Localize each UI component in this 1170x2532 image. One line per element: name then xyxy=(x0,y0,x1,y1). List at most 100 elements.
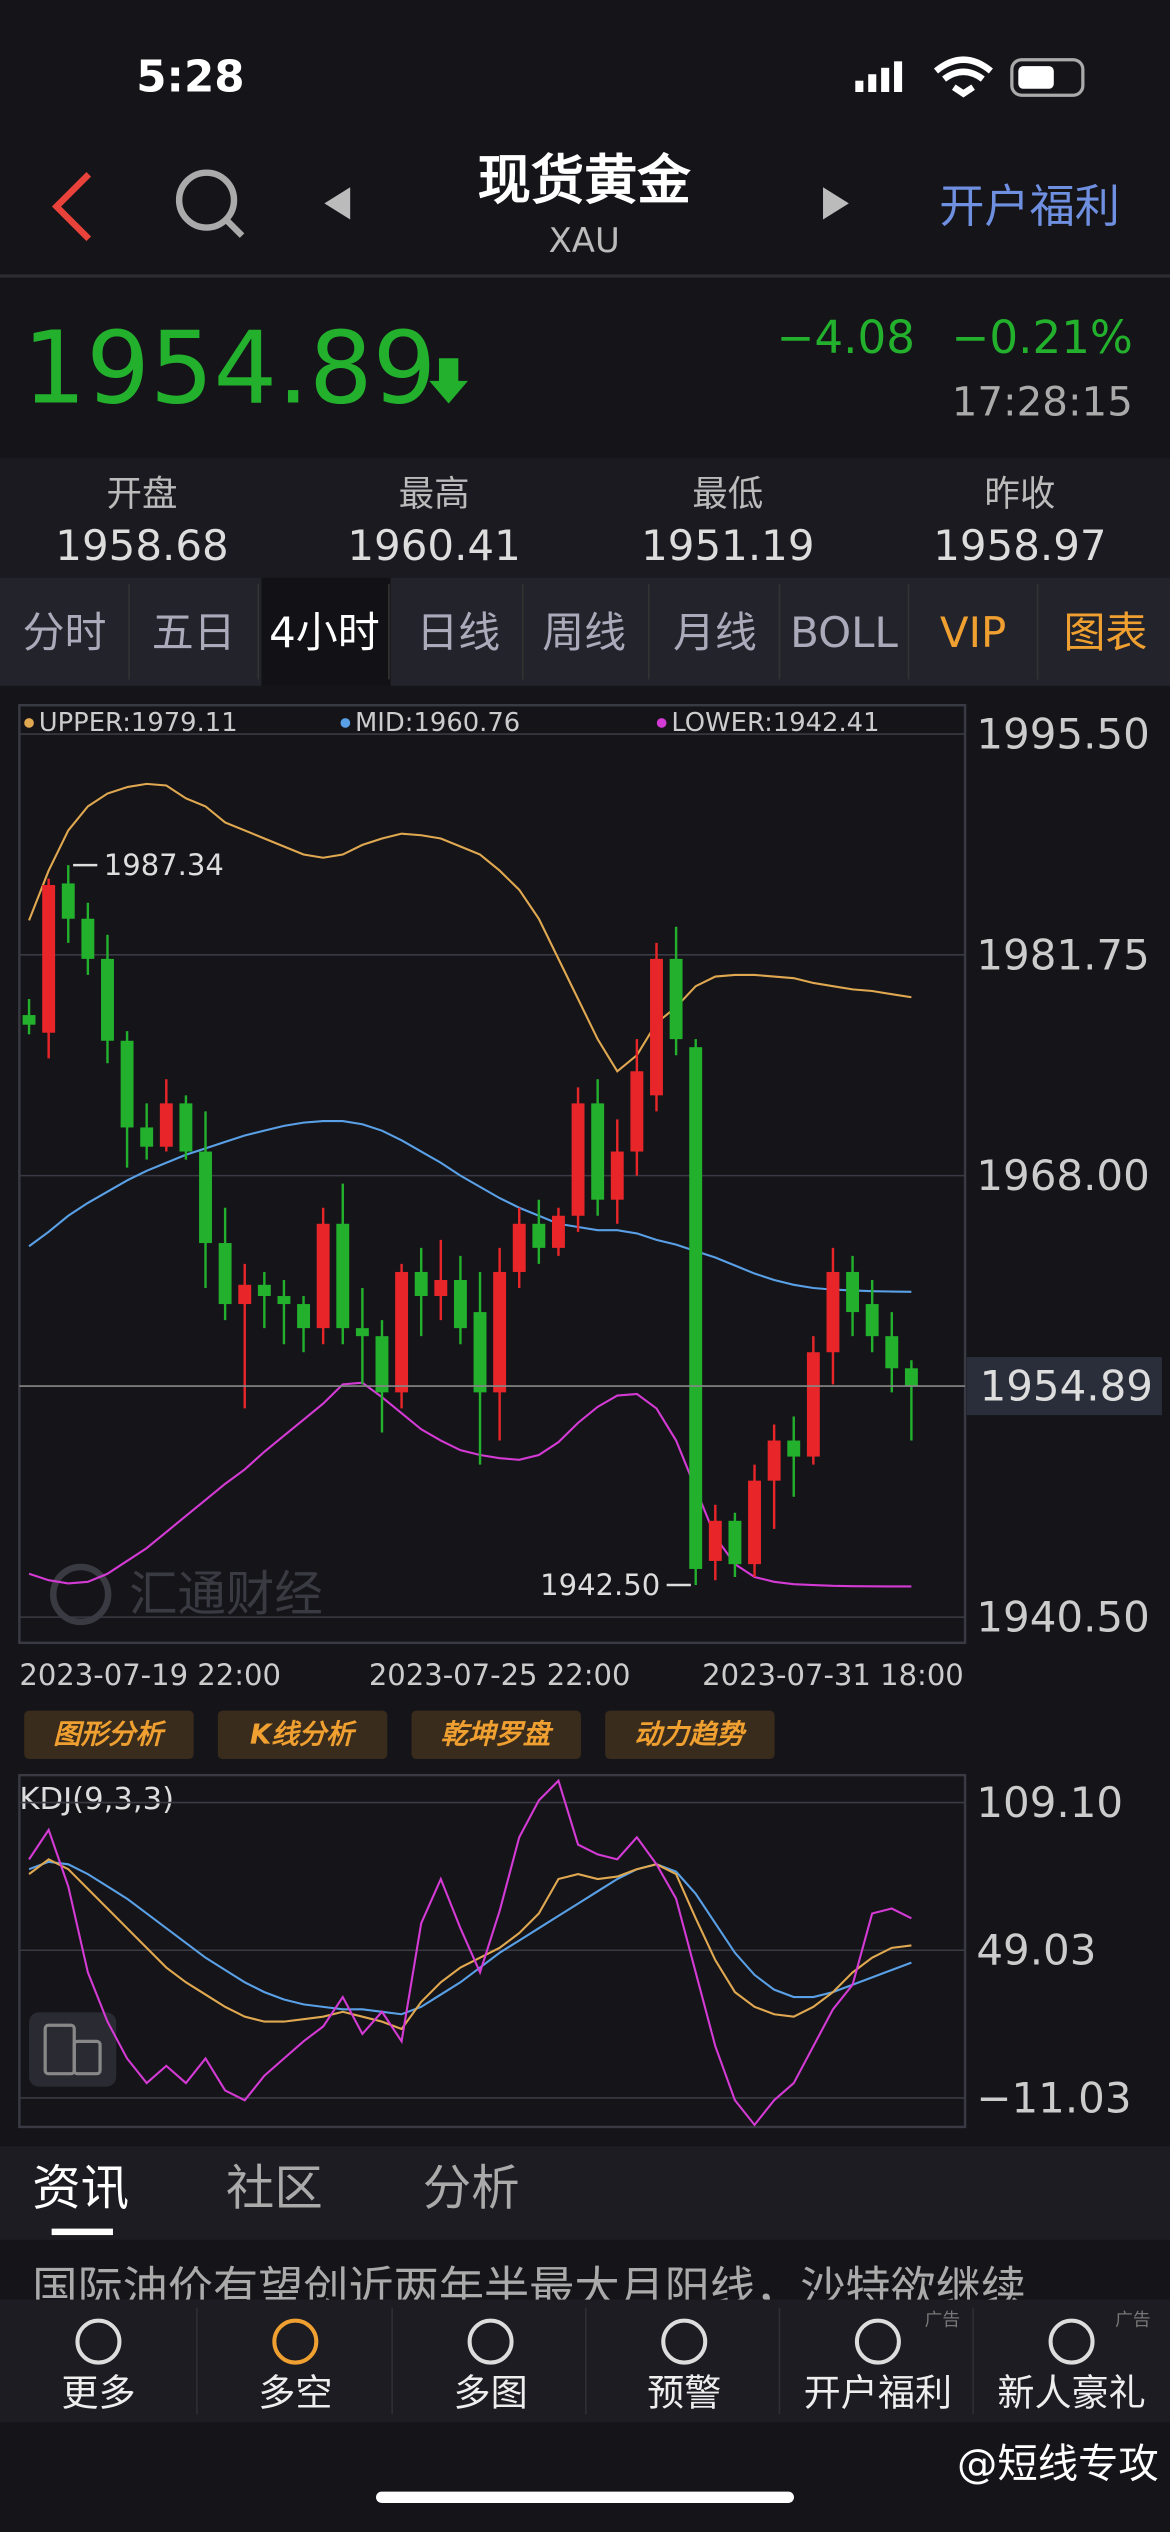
candle-body xyxy=(493,1271,507,1393)
nav-icon[interactable] xyxy=(854,2318,901,2365)
boll-line xyxy=(28,1381,912,1588)
candle-body xyxy=(414,1271,428,1297)
nav-icon[interactable] xyxy=(1048,2318,1095,2365)
quote-price: 1954.89 xyxy=(23,309,437,426)
nav-label[interactable]: 开户福利 xyxy=(804,2372,952,2415)
y-tick-label: 1940.50 xyxy=(976,1593,1149,1642)
legend-dot xyxy=(340,718,351,728)
nav-icon[interactable] xyxy=(75,2318,122,2365)
y-tick-label: 49.03 xyxy=(976,1926,1096,1975)
x-tick-label: 2023-07-31 18:00 xyxy=(702,1658,964,1692)
tab[interactable]: 周线 xyxy=(542,608,626,657)
tab-bar xyxy=(0,577,1170,686)
tab[interactable]: 4小时 xyxy=(269,608,380,657)
nav-icon[interactable] xyxy=(272,2318,319,2365)
news-tab[interactable]: 社区 xyxy=(226,2160,323,2216)
tab[interactable]: 月线 xyxy=(673,608,757,657)
tab[interactable]: BOLL xyxy=(790,608,898,657)
ad-tag: 广告 xyxy=(925,2310,961,2331)
tab[interactable]: 五日 xyxy=(152,608,236,657)
nav-icon[interactable] xyxy=(661,2318,708,2365)
tool-label[interactable]: 动力趋势 xyxy=(634,1719,747,1750)
y-tick-label: 109.10 xyxy=(976,1778,1123,1827)
annotation-label: 1987.34 xyxy=(104,848,224,882)
rotate-button[interactable] xyxy=(29,2012,117,2087)
tab[interactable]: VIP xyxy=(940,608,1006,657)
candle-body xyxy=(689,1047,703,1569)
candle-body xyxy=(375,1336,389,1393)
candle-body xyxy=(434,1279,448,1297)
tool-button[interactable] xyxy=(217,1710,388,1760)
tab-selected xyxy=(261,577,391,686)
candle-body xyxy=(512,1223,526,1272)
news-tab-underline xyxy=(51,2228,113,2236)
candle-body xyxy=(120,1040,134,1128)
candle-body xyxy=(473,1312,487,1393)
chart-watermark: 汇通财经 xyxy=(129,1566,323,1622)
down-arrow xyxy=(429,358,468,404)
candle-body xyxy=(42,885,56,1033)
stat-label: 昨收 xyxy=(984,473,1055,514)
annotation-label: 1942.50 xyxy=(540,1568,660,1602)
tool-label[interactable]: 乾坤罗盘 xyxy=(441,1719,554,1750)
nav-label[interactable]: 多空 xyxy=(258,2372,332,2415)
price-panel xyxy=(18,704,967,1645)
tab[interactable]: 日线 xyxy=(416,608,500,657)
nav-label[interactable]: 更多 xyxy=(61,2372,135,2415)
tab[interactable]: 分时 xyxy=(23,608,107,657)
battery-level xyxy=(1018,66,1054,89)
stat-label: 开盘 xyxy=(107,473,178,514)
tool-button[interactable] xyxy=(605,1710,775,1760)
back-button[interactable] xyxy=(51,172,92,242)
stat-label: 最低 xyxy=(692,473,763,514)
candle-body xyxy=(316,1223,330,1329)
next-button[interactable] xyxy=(823,187,849,220)
prev-button[interactable] xyxy=(324,187,351,220)
tool-button[interactable] xyxy=(24,1710,194,1760)
nav-icon[interactable] xyxy=(467,2318,514,2365)
nav-label[interactable]: 预警 xyxy=(647,2372,721,2415)
kdj-line xyxy=(28,1778,912,2127)
stat-value: 1960.41 xyxy=(347,521,520,570)
candle-body xyxy=(81,918,95,959)
candle-body xyxy=(101,958,114,1041)
candle-body xyxy=(610,1151,624,1200)
candle-body xyxy=(257,1284,271,1297)
news-tab[interactable]: 分析 xyxy=(423,2160,520,2216)
signal-icon xyxy=(855,61,903,92)
wifi-icon xyxy=(933,56,993,98)
quote-time: 17:28:15 xyxy=(952,378,1133,425)
tool-label[interactable]: K线分析 xyxy=(250,1719,357,1750)
nav-label[interactable]: 新人豪礼 xyxy=(997,2372,1145,2415)
candle-body xyxy=(199,1151,212,1244)
legend-entry: MID:1960.76 xyxy=(355,708,520,738)
candle-body xyxy=(571,1103,585,1216)
news-tab[interactable]: 资讯 xyxy=(32,2160,129,2216)
tool-label[interactable]: 图形分析 xyxy=(53,1719,166,1750)
kdj-line xyxy=(28,1858,912,2031)
nav-label[interactable]: 多图 xyxy=(453,2372,527,2415)
legend-entry: LOWER:1942.41 xyxy=(671,708,879,738)
candle-body xyxy=(551,1215,565,1248)
candle-body xyxy=(140,1127,154,1147)
stat-label: 最高 xyxy=(399,473,470,514)
promo-link[interactable]: 开户福利 xyxy=(939,180,1120,233)
candle-body xyxy=(728,1520,742,1565)
tool-button[interactable] xyxy=(411,1710,581,1760)
y-tick-label: 1995.50 xyxy=(976,710,1149,759)
search-button[interactable] xyxy=(175,169,245,238)
watermark-logo xyxy=(50,1563,112,1626)
legend-dot xyxy=(656,718,667,728)
candle-body xyxy=(238,1284,252,1305)
candle-body xyxy=(532,1223,546,1248)
last-price-label: 1954.89 xyxy=(980,1362,1153,1411)
tab[interactable]: 图表 xyxy=(1064,608,1148,657)
header-title: 现货黄金 xyxy=(478,150,692,212)
candle-body xyxy=(297,1304,311,1329)
candle-body xyxy=(591,1103,605,1200)
candle-body xyxy=(669,958,683,1040)
candle-body xyxy=(846,1271,860,1313)
